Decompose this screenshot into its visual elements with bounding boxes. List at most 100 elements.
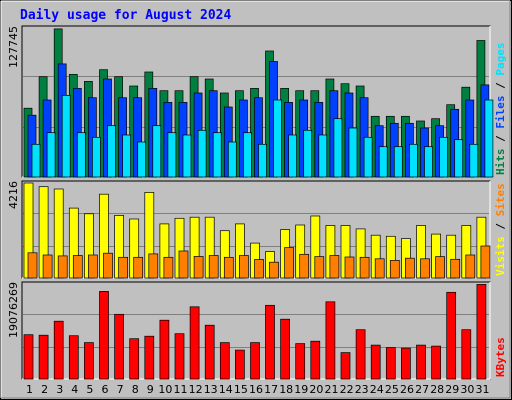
legend-item-hits: Hits [494, 149, 507, 176]
x-tick-label-13: 13 [204, 383, 218, 396]
bar-sites-16 [254, 259, 264, 279]
x-tick-label-5: 5 [86, 383, 93, 396]
bar-sites-11 [178, 250, 189, 279]
x-tick-label-8: 8 [132, 383, 139, 396]
chart-title: Daily usage for August 2024 [20, 8, 231, 23]
legend-group: Hits / Files / Pages Visits / Sites KBytes [494, 43, 507, 378]
x-tick-label-2: 2 [41, 383, 48, 396]
bar-pages-9 [152, 125, 162, 178]
legend-separator: / [494, 216, 507, 236]
bar-kbytes-27 [416, 344, 426, 380]
x-tick-label-25: 25 [385, 383, 399, 396]
bar-kbytes-4 [68, 335, 79, 380]
x-tick-label-1: 1 [26, 383, 33, 396]
x-tick-label-19: 19 [294, 383, 308, 396]
legend-separator: / [494, 129, 507, 149]
bar-sites-13 [208, 255, 219, 279]
bar-sites-19 [299, 253, 310, 279]
x-tick-label-10: 10 [158, 383, 172, 396]
bar-kbytes-10 [159, 319, 170, 380]
x-tick-label-15: 15 [234, 383, 248, 396]
bar-kbytes-21 [325, 301, 336, 380]
x-tick-label-28: 28 [430, 383, 444, 396]
x-tick-label-29: 29 [445, 383, 459, 396]
bar-sites-1 [27, 252, 38, 279]
x-tick-label-14: 14 [219, 383, 233, 396]
bar-pages-15 [243, 132, 252, 178]
panel-visits-sites: 4216 [7, 180, 491, 279]
bar-pages-7 [122, 134, 131, 178]
legend-item-kbytes: KBytes [494, 337, 507, 377]
bar-pages-6 [107, 125, 116, 178]
x-tick-label-3: 3 [56, 383, 63, 396]
bar-sites-30 [465, 254, 476, 279]
series-sites [27, 245, 491, 279]
x-tick-label-16: 16 [249, 383, 263, 396]
bar-pages-21 [333, 118, 343, 178]
x-tick-label-31: 31 [476, 383, 490, 396]
bar-pages-2 [46, 132, 56, 178]
bar-pages-19 [303, 129, 313, 178]
x-tick-label-17: 17 [264, 383, 278, 396]
bar-kbytes-8 [129, 338, 140, 380]
bar-kbytes-16 [250, 342, 260, 380]
x-tick-label-20: 20 [309, 383, 323, 396]
bar-kbytes-24 [370, 344, 381, 380]
x-tick-label-7: 7 [117, 383, 124, 396]
bar-pages-26 [409, 143, 418, 178]
bar-pages-30 [469, 143, 479, 178]
bar-kbytes-15 [235, 349, 245, 380]
x-tick-label-22: 22 [340, 383, 354, 396]
bar-kbytes-19 [295, 343, 306, 380]
panels-group: 127745 4216 19076269 [7, 25, 494, 380]
bar-pages-10 [167, 132, 177, 178]
bar-sites-22 [344, 256, 355, 279]
bar-sites-26 [405, 257, 415, 279]
bar-sites-21 [329, 255, 340, 279]
bar-sites-3 [57, 255, 68, 279]
bar-pages-1 [31, 143, 41, 178]
bar-kbytes-1 [23, 334, 34, 380]
bar-sites-7 [118, 256, 128, 279]
bar-kbytes-13 [204, 324, 215, 380]
bar-sites-6 [103, 252, 113, 279]
x-tick-label-18: 18 [279, 383, 293, 396]
bar-pages-18 [288, 134, 297, 178]
y-max-label: 127745 [7, 26, 20, 68]
legend-top: Hits / Files / Pages [494, 43, 507, 176]
panel-hits-files-pages: 127745 [7, 25, 494, 178]
legend-item-files: Files [494, 96, 507, 129]
bar-sites-17 [269, 261, 279, 279]
panel-kbytes: 19076269 [7, 281, 491, 380]
bar-pages-29 [454, 139, 464, 178]
bar-pages-20 [318, 134, 328, 178]
bar-sites-18 [284, 247, 294, 279]
x-axis-labels: 1 2 3 4 5 6 7 8 9 10 11 12 13 14 15 16 17 18 19 20 21 22 23 24 2… [26, 383, 490, 396]
bar-pages-12 [197, 129, 207, 178]
y-max-label: 19076269 [7, 282, 20, 338]
bar-sites-10 [163, 256, 174, 279]
bar-pages-8 [137, 141, 147, 178]
y-max-label: 4216 [7, 181, 20, 209]
legend-item-sites: Sites [494, 183, 507, 216]
bar-sites-4 [72, 255, 83, 279]
bar-kbytes-22 [340, 352, 351, 380]
bar-kbytes-12 [189, 306, 200, 380]
x-tick-label-21: 21 [325, 383, 339, 396]
bar-kbytes-18 [280, 318, 290, 380]
bar-sites-29 [450, 258, 461, 279]
x-tick-label-30: 30 [460, 383, 474, 396]
bar-pages-31 [484, 99, 494, 178]
bar-sites-8 [133, 256, 144, 279]
bar-kbytes-31 [476, 284, 487, 380]
bar-sites-5 [88, 254, 98, 279]
bar-kbytes-26 [401, 347, 411, 380]
bar-pages-17 [273, 99, 282, 178]
bar-kbytes-7 [114, 313, 124, 380]
bar-sites-14 [223, 256, 234, 279]
x-tick-label-24: 24 [370, 383, 384, 396]
bar-sites-20 [314, 256, 325, 279]
x-tick-label-11: 11 [174, 383, 188, 396]
